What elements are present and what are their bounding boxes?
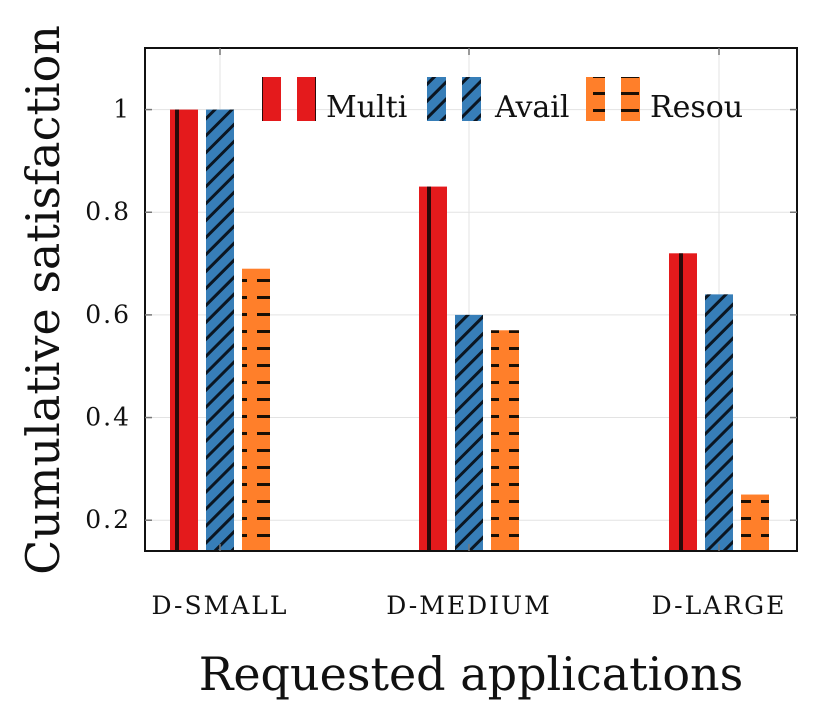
legend-swatch-hatch-avail [462, 77, 481, 121]
bar-resou-d-medium-hatch [491, 330, 519, 551]
bars [170, 109, 769, 552]
x-axis-title: Requested applications [199, 647, 744, 701]
bar-resou-d-large-hatch [741, 494, 769, 551]
legend: Multi Avail Resou [262, 77, 743, 125]
bar-avail-d-large-hatch [705, 294, 733, 551]
y-tick-label: 0.2 [85, 505, 131, 534]
legend-swatch-hatch-avail [427, 77, 446, 121]
legend-swatch-hatch-multi [262, 77, 281, 121]
legend-swatch-hatch-resou [586, 77, 605, 121]
legend-swatch-hatch-multi [297, 77, 316, 121]
x-category-label: D-SMALL [152, 591, 289, 620]
bar-avail-d-small-hatch [206, 109, 234, 552]
axis-ticks: 0.2 0.4 0.6 0.8 1 D-SMALL D-MEDIUM D-LARGE [85, 48, 797, 620]
x-category-label: D-MEDIUM [386, 591, 551, 620]
bar-resou-d-small-hatch [242, 268, 270, 551]
y-tick-label: 0.4 [85, 403, 131, 432]
legend-label-avail: Avail [494, 90, 569, 125]
bar-multi-d-large-hatch [669, 253, 697, 551]
bar-avail-d-medium-hatch [455, 314, 483, 551]
plot-frame [144, 47, 798, 552]
y-tick-label: 0.6 [85, 300, 131, 329]
x-category-label: D-LARGE [652, 591, 787, 620]
bar-multi-d-medium-hatch [419, 186, 447, 551]
legend-label-multi: Multi [326, 90, 407, 125]
y-tick-label: 0.8 [85, 197, 131, 226]
bar-multi-d-small-hatch [170, 109, 198, 552]
y-tick-label: 1 [113, 95, 131, 124]
y-axis-title: Cumulative satisfaction [16, 25, 70, 575]
legend-swatch-hatch-resou [621, 77, 640, 121]
legend-label-resou: Resou [650, 90, 743, 125]
